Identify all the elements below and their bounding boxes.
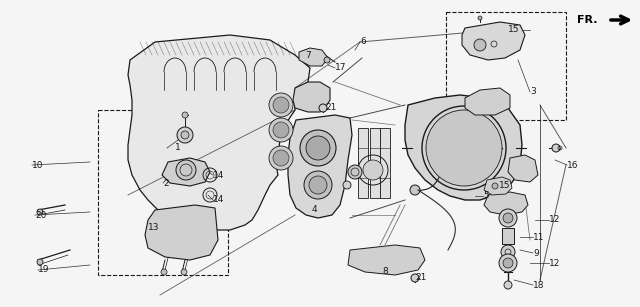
Circle shape	[300, 130, 336, 166]
Bar	[358, 128, 368, 198]
Bar	[446, 12, 566, 120]
Text: 14: 14	[213, 170, 225, 180]
Text: 17: 17	[335, 64, 346, 72]
Bar	[380, 128, 390, 198]
Polygon shape	[128, 35, 310, 230]
Circle shape	[492, 183, 498, 189]
Polygon shape	[293, 82, 330, 112]
Polygon shape	[348, 245, 425, 275]
Circle shape	[348, 165, 362, 179]
Circle shape	[501, 245, 515, 259]
Text: 6: 6	[360, 37, 365, 46]
Circle shape	[410, 185, 420, 195]
Text: 8: 8	[382, 266, 388, 275]
Bar	[370, 128, 380, 198]
Circle shape	[504, 281, 512, 289]
Circle shape	[181, 269, 187, 275]
Polygon shape	[484, 177, 512, 195]
Circle shape	[269, 146, 293, 170]
Circle shape	[426, 110, 502, 186]
Circle shape	[343, 181, 351, 189]
Text: FR.: FR.	[577, 15, 598, 25]
Text: 20: 20	[35, 211, 46, 220]
Text: 12: 12	[549, 216, 561, 224]
Polygon shape	[405, 95, 522, 200]
Text: 11: 11	[533, 232, 545, 242]
Circle shape	[273, 97, 289, 113]
Polygon shape	[162, 158, 210, 186]
Circle shape	[309, 176, 327, 194]
Text: 13: 13	[148, 223, 159, 232]
Text: 18: 18	[533, 281, 545, 290]
Circle shape	[176, 160, 196, 180]
Circle shape	[363, 160, 383, 180]
Text: 19: 19	[38, 266, 49, 274]
Text: 21: 21	[415, 274, 426, 282]
Text: 14: 14	[213, 196, 225, 204]
Circle shape	[478, 16, 482, 20]
Circle shape	[474, 39, 486, 51]
Circle shape	[269, 93, 293, 117]
Circle shape	[273, 150, 289, 166]
Circle shape	[161, 269, 167, 275]
Circle shape	[503, 213, 513, 223]
Text: 15: 15	[508, 25, 520, 34]
Text: 9: 9	[533, 248, 539, 258]
Polygon shape	[299, 48, 328, 66]
Circle shape	[177, 127, 193, 143]
Text: 10: 10	[32, 161, 44, 169]
Circle shape	[503, 258, 513, 268]
Circle shape	[182, 112, 188, 118]
Polygon shape	[145, 205, 218, 260]
Circle shape	[411, 274, 419, 282]
Text: 21: 21	[325, 103, 337, 112]
Circle shape	[499, 209, 517, 227]
Text: 15: 15	[499, 181, 511, 189]
Text: 16: 16	[567, 161, 579, 169]
Circle shape	[269, 118, 293, 142]
Text: 1: 1	[175, 143, 180, 153]
Polygon shape	[288, 115, 352, 218]
Text: 2: 2	[163, 178, 168, 188]
Polygon shape	[508, 155, 538, 182]
Polygon shape	[484, 192, 528, 215]
Text: 7: 7	[305, 50, 311, 60]
Circle shape	[319, 104, 327, 112]
Circle shape	[306, 136, 330, 160]
Circle shape	[181, 131, 189, 139]
Bar	[98, 110, 228, 275]
Circle shape	[304, 171, 332, 199]
Text: 5: 5	[483, 192, 489, 200]
Circle shape	[273, 122, 289, 138]
Circle shape	[552, 144, 560, 152]
Bar	[502, 228, 514, 244]
Circle shape	[324, 57, 330, 63]
Circle shape	[37, 209, 43, 215]
Text: 4: 4	[312, 205, 317, 215]
Circle shape	[37, 259, 43, 265]
Circle shape	[499, 254, 517, 272]
Polygon shape	[462, 22, 525, 60]
Polygon shape	[465, 88, 510, 115]
Text: 3: 3	[530, 87, 536, 96]
Text: 12: 12	[549, 258, 561, 267]
